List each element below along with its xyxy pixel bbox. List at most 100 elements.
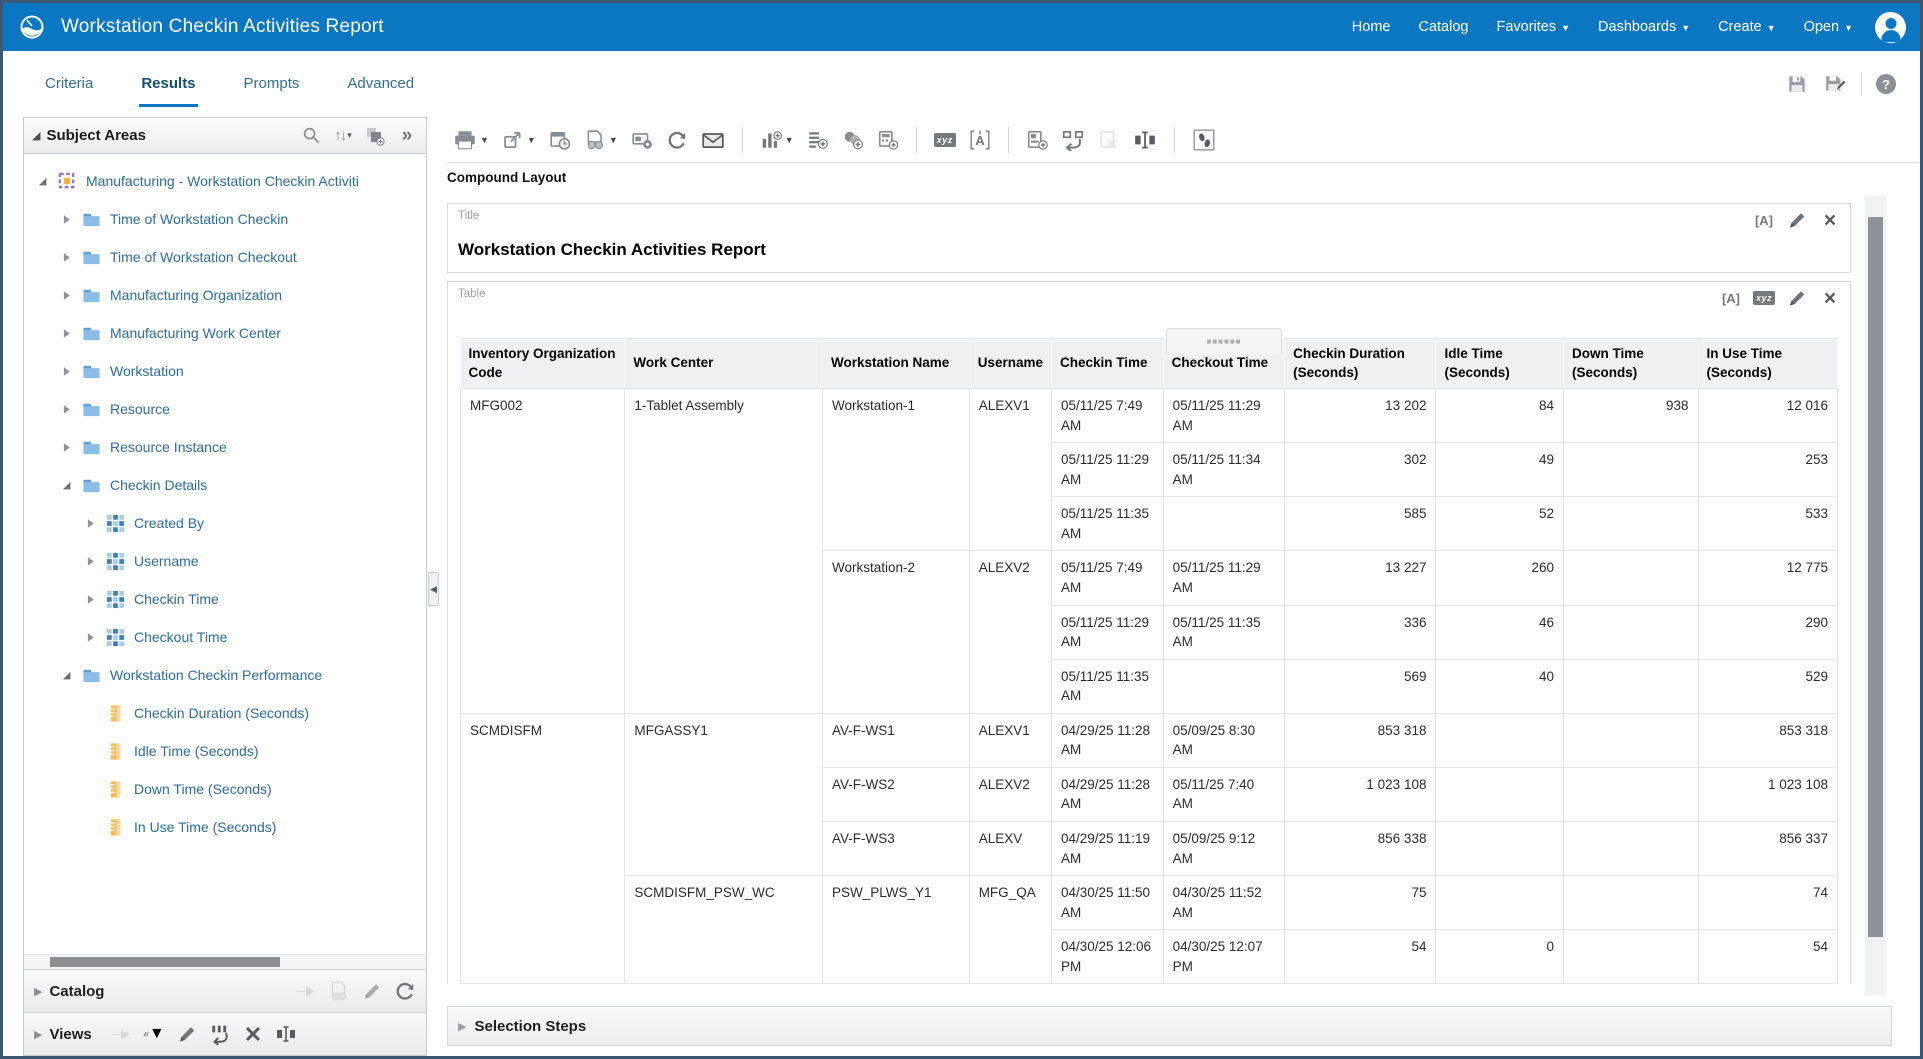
column-header[interactable]: Idle Time (Seconds) — [1435, 338, 1565, 389]
views-section-bar[interactable]: ▶ Views ▼ — [24, 1012, 426, 1055]
expand-triangle-icon[interactable] — [58, 401, 74, 417]
tree-item[interactable]: Checkin Details — [24, 466, 426, 504]
scrollbar-thumb[interactable] — [50, 957, 280, 967]
tree-item[interactable]: Workstation — [24, 352, 426, 390]
xyz-variables-button[interactable]: xyz — [932, 127, 958, 153]
close-icon[interactable] — [242, 1023, 264, 1045]
column-header[interactable]: Work Center — [624, 338, 823, 389]
new-layout-button[interactable] — [1024, 127, 1050, 153]
nav-item-favorites[interactable]: Favorites ▼ — [1496, 19, 1571, 35]
remove-view-icon[interactable]: × — [1823, 286, 1837, 310]
schedule-button[interactable] — [547, 127, 573, 153]
expand-triangle-icon[interactable]: ▶ — [34, 1028, 43, 1041]
format-text-icon[interactable]: [A] — [1721, 290, 1741, 306]
remove-view-icon[interactable]: × — [1823, 208, 1837, 232]
column-header[interactable]: Inventory Organization Code — [460, 338, 626, 389]
tree-item[interactable]: Workstation Checkin Performance — [24, 656, 426, 694]
duplicate-icon[interactable] — [209, 1023, 231, 1045]
tree-item-label[interactable]: Created By — [134, 515, 205, 531]
refresh-button[interactable] — [664, 127, 690, 153]
tree-item-label[interactable]: Manufacturing Organization — [110, 287, 282, 303]
new-view-button[interactable]: ▼ — [758, 127, 796, 153]
tree-item-label[interactable]: Checkin Duration (Seconds) — [134, 705, 310, 721]
tree-item[interactable]: Resource Instance — [24, 428, 426, 466]
expand-triangle-icon[interactable]: ▶ — [458, 1020, 467, 1033]
collapse-triangle-icon[interactable]: ◢ — [32, 130, 41, 142]
user-avatar-icon[interactable] — [1875, 11, 1906, 43]
tree-item-label[interactable]: Username — [134, 553, 199, 569]
rename-icon[interactable] — [275, 1023, 297, 1045]
save-button[interactable] — [1785, 72, 1809, 96]
nav-item-open[interactable]: Open ▼ — [1803, 19, 1853, 35]
export-button[interactable]: ▼ — [500, 127, 538, 153]
sidebar-horizontal-scrollbar[interactable] — [24, 954, 426, 969]
print-button[interactable]: ▼ — [451, 127, 491, 153]
selection-steps-bar[interactable]: ▶ Selection Steps — [447, 1006, 1892, 1046]
tree-item-label[interactable]: Manufacturing Work Center — [110, 325, 281, 341]
tree-item[interactable]: Username — [24, 542, 426, 580]
nav-item-dashboards[interactable]: Dashboards ▼ — [1598, 19, 1691, 35]
new-group-button[interactable] — [840, 127, 866, 153]
tree-item[interactable]: Time of Workstation Checkout — [24, 238, 426, 276]
tab-prompts[interactable]: Prompts — [243, 75, 300, 92]
catalog-section-bar[interactable]: ▶ Catalog — [24, 969, 426, 1012]
text-properties-button[interactable]: A — [967, 127, 993, 153]
pencil-icon[interactable] — [176, 1023, 198, 1045]
new-filter-button[interactable] — [805, 127, 831, 153]
new-calc-button[interactable] — [875, 127, 901, 153]
column-header[interactable]: Down Time (Seconds) — [1563, 338, 1699, 389]
tree-item[interactable]: In Use Time (Seconds) — [24, 808, 426, 846]
tree-item[interactable]: Manufacturing Work Center — [24, 314, 426, 352]
help-icon[interactable]: ? — [1876, 74, 1896, 94]
expand-triangle-icon[interactable] — [58, 325, 74, 341]
scrollbar-thumb[interactable] — [1868, 217, 1883, 937]
expand-triangle-icon[interactable] — [58, 439, 74, 455]
save-as-button[interactable] — [1823, 72, 1847, 96]
column-header[interactable]: Checkin Time — [1051, 338, 1164, 389]
expand-triangle-icon[interactable] — [58, 211, 74, 227]
column-header[interactable]: Checkin Duration (Seconds) — [1284, 338, 1437, 389]
tree-item[interactable]: Down Time (Seconds) — [24, 770, 426, 808]
refresh-icon[interactable] — [394, 980, 416, 1002]
tree-item-label[interactable]: Checkin Time — [134, 591, 219, 607]
edit-view-icon[interactable] — [1787, 210, 1807, 230]
tree-item-label[interactable]: Time of Workstation Checkout — [110, 249, 297, 265]
tab-advanced[interactable]: Advanced — [347, 75, 415, 92]
expand-triangle-icon[interactable] — [58, 363, 74, 379]
analysis-properties-button[interactable] — [629, 127, 655, 153]
tree-item[interactable]: Time of Workstation Checkin — [24, 200, 426, 238]
expand-triangle-icon[interactable]: ▶ — [34, 985, 43, 998]
nav-item-create[interactable]: Create ▼ — [1718, 19, 1776, 35]
expand-triangle-icon[interactable] — [82, 629, 98, 645]
tree-item[interactable]: Manufacturing Organization — [24, 276, 426, 314]
expand-triangle-icon[interactable] — [58, 287, 74, 303]
selection-steps-button[interactable] — [1190, 127, 1218, 153]
tree-item-label[interactable]: Time of Workstation Checkin — [110, 211, 289, 227]
format-text-icon[interactable]: [A] — [1754, 212, 1774, 228]
new-view-icon[interactable]: ▼ — [143, 1023, 165, 1045]
column-header[interactable]: Username — [969, 338, 1052, 389]
search-icon[interactable] — [300, 125, 322, 147]
tree-item-label[interactable]: Workstation Checkin Performance — [110, 667, 323, 683]
expand-triangle-icon[interactable] — [82, 553, 98, 569]
reorder-views-button[interactable] — [1059, 127, 1087, 153]
column-header[interactable]: In Use Time (Seconds) — [1698, 338, 1838, 389]
sort-icon[interactable]: ↑↓ ▾ — [334, 127, 352, 144]
preview-button[interactable]: ▼ — [582, 127, 620, 153]
tree-item[interactable]: Checkin Time — [24, 580, 426, 618]
nav-item-home[interactable]: Home — [1351, 19, 1391, 35]
tree-item[interactable]: Manufacturing - Workstation Checkin Acti… — [24, 162, 426, 200]
tree-item-label[interactable]: In Use Time (Seconds) — [134, 819, 277, 835]
tab-criteria[interactable]: Criteria — [45, 75, 94, 92]
tree-item[interactable]: Idle Time (Seconds) — [24, 732, 426, 770]
tree-item[interactable]: Checkout Time — [24, 618, 426, 656]
tree-item[interactable]: Resource — [24, 390, 426, 428]
nav-item-catalog[interactable]: Catalog — [1418, 19, 1469, 35]
tree-item[interactable]: Checkin Duration (Seconds) — [24, 694, 426, 732]
tree-item-label[interactable]: Checkout Time — [134, 629, 228, 645]
collapse-pane-handle[interactable]: ◀ — [428, 572, 439, 606]
tree-item-label[interactable]: Resource Instance — [110, 439, 227, 455]
show-more-icon[interactable]: » — [401, 125, 413, 146]
expand-triangle-icon[interactable] — [82, 515, 98, 531]
rename-view-button[interactable] — [1131, 127, 1159, 153]
